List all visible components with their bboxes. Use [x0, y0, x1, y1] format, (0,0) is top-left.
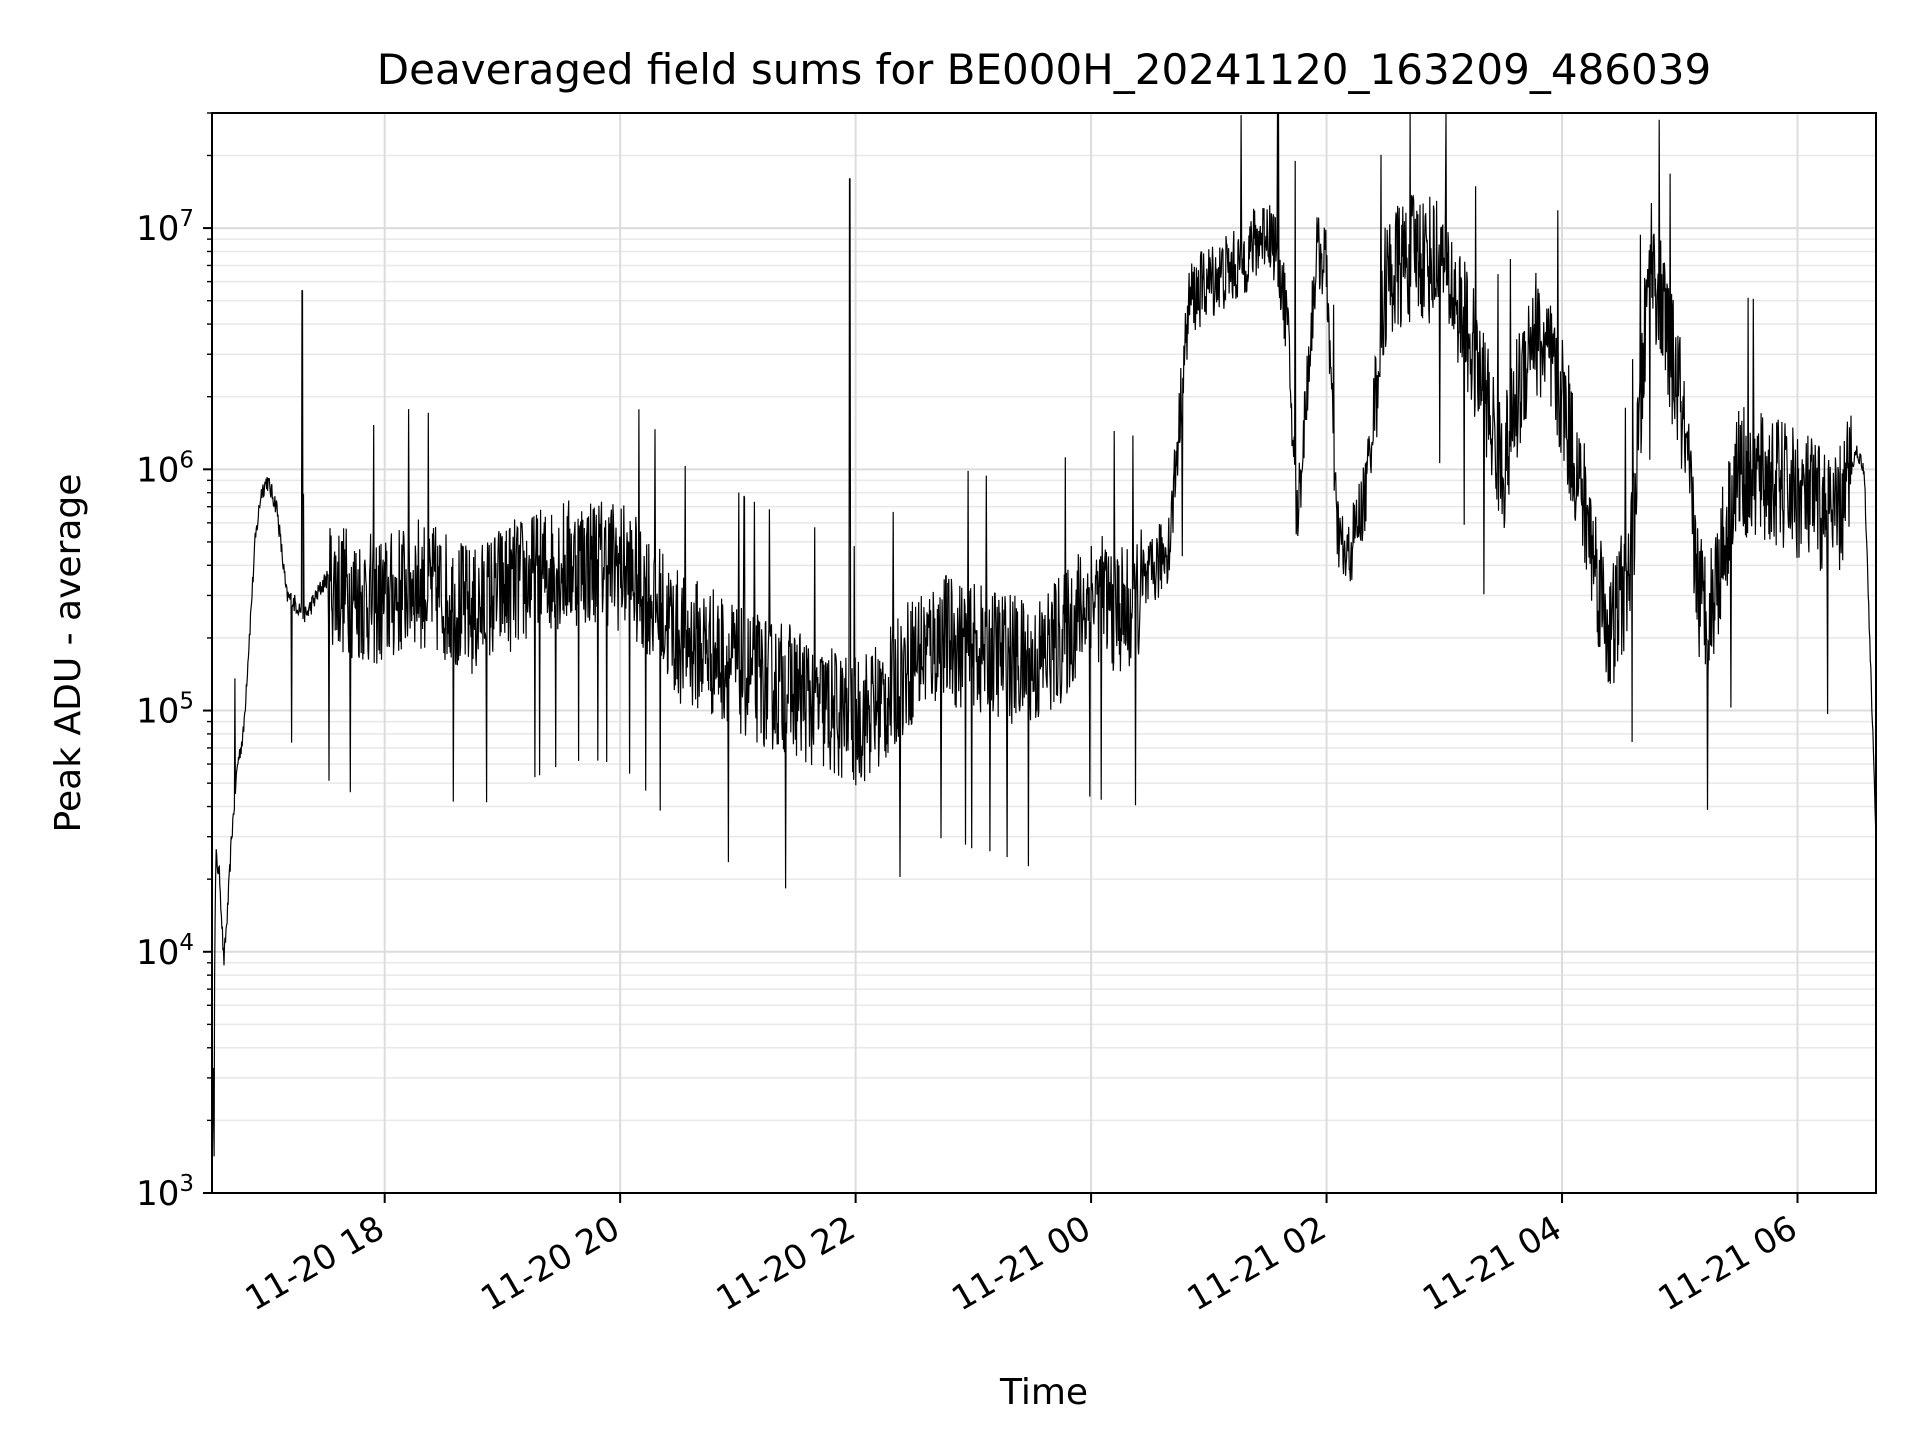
y-tick-label: 107	[136, 206, 194, 249]
x-axis-label: Time	[999, 1372, 1088, 1413]
y-tick-label: 104	[136, 930, 194, 973]
y-axis-label: Peak ADU - average	[48, 474, 89, 833]
y-tick-label: 105	[136, 689, 194, 732]
chart-title: Deaveraged field sums for BE000H_2024112…	[377, 45, 1711, 94]
y-tick-label: 106	[136, 447, 194, 490]
plot-frame	[211, 112, 1877, 1194]
series-line	[212, 113, 1876, 1193]
data-layer	[212, 113, 1876, 1193]
y-tick-label: 103	[136, 1171, 194, 1214]
